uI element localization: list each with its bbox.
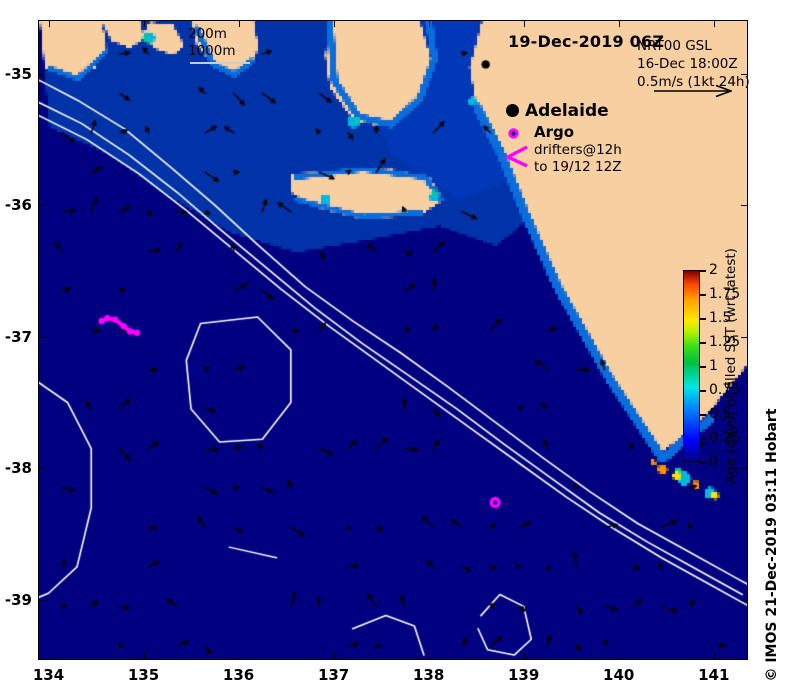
map-plot-area[interactable] [38,20,748,660]
x-tick-mark-top [428,20,430,27]
source-line-1: NRT00 GSL [637,38,712,54]
x-tick-label: 136 [222,666,255,684]
adelaide-label: Adelaide [525,101,609,121]
drifters-legend-line-2: to 19/12 12Z [534,159,622,175]
colorbar-tick-mark [700,390,706,392]
colorbar-tick-mark [700,318,706,320]
colorbar-tick-mark [700,462,706,464]
sst-age-raster [39,21,747,659]
x-tick-label: 141 [698,666,730,684]
y-tick-label: -38 [4,459,32,478]
x-tick-mark-top [713,20,715,27]
colorbar-tick-label: 0.5 [709,406,732,422]
map-title-date: 19-Dec-2019 06Z [508,32,665,51]
colorbar-tick-mark [700,294,706,296]
argo-legend-label: Argo [534,123,575,141]
y-tick-mark [38,205,45,207]
y-tick-mark-right [741,336,748,338]
colorbar-tick-mark [700,342,706,344]
x-tick-mark-top [523,20,525,27]
y-tick-label: -36 [4,196,32,215]
x-tick-mark [618,653,620,660]
colorbar-tick-mark [700,270,706,272]
x-tick-label: 135 [127,666,160,684]
colorbar-tick-label: 1.5 [709,310,732,326]
y-tick-mark-right [741,205,748,207]
x-tick-mark-top [143,20,145,27]
y-tick-label: -39 [4,590,32,609]
drifters-legend-line-1: drifters@12h [534,142,622,158]
x-tick-label: 139 [508,666,540,684]
contour-legend-rule [190,62,250,64]
drifter-track-glyph-icon [505,146,528,168]
contour-label-200m: 200m [188,26,227,42]
x-tick-mark [333,653,335,660]
x-tick-mark [523,653,525,660]
source-line-2: 16-Dec 18:00Z [637,56,738,72]
y-tick-label: -35 [4,64,32,83]
colorbar-tick-label: 0.75 [709,382,741,398]
y-tick-mark-right [741,468,748,470]
y-tick-mark [38,468,45,470]
x-tick-mark [238,653,240,660]
colorbar-tick-mark [700,414,706,416]
colorbar-tick-label: 1.75 [709,286,741,302]
colorbar-title: Age (days) of filled SST (wrt latest) [723,248,739,484]
contour-label-1000m: 1000m [188,43,236,59]
argo-float-marker-icon [508,128,519,139]
y-tick-mark [38,73,45,75]
source-line-3: 0.5m/s (1kt 24h) [637,74,750,90]
colorbar-tick-label: 1 [709,358,718,374]
imos-credit: © IMOS 21-Dec-2019 03:11 Hobart [764,408,780,682]
x-tick-mark [143,653,145,660]
colorbar-tick-mark [700,366,706,368]
x-tick-mark [428,653,430,660]
x-tick-label: 137 [317,666,350,684]
colorbar-tick-mark [700,438,706,440]
y-tick-mark [38,599,45,601]
x-tick-mark-top [333,20,335,27]
x-tick-mark [48,653,50,660]
colorbar [683,270,700,462]
x-tick-label: 138 [412,666,445,684]
colorbar-tick-label: 0.25 [709,430,741,446]
x-tick-mark-top [238,20,240,27]
x-tick-label: 134 [32,666,65,684]
colorbar-tick-label: 2 [709,262,718,278]
y-tick-mark-right [741,73,748,75]
x-tick-mark-top [48,20,50,27]
adelaide-city-marker [506,104,519,117]
y-tick-label: -37 [4,327,32,346]
y-tick-mark [38,336,45,338]
x-tick-mark-top [618,20,620,27]
velocity-scale-arrow-icon [654,84,732,98]
y-tick-mark-right [741,599,748,601]
colorbar-tick-label: 1.25 [709,334,741,350]
x-tick-label: 140 [603,666,635,684]
x-tick-mark [713,653,715,660]
colorbar-tick-label: 0 [709,454,718,470]
